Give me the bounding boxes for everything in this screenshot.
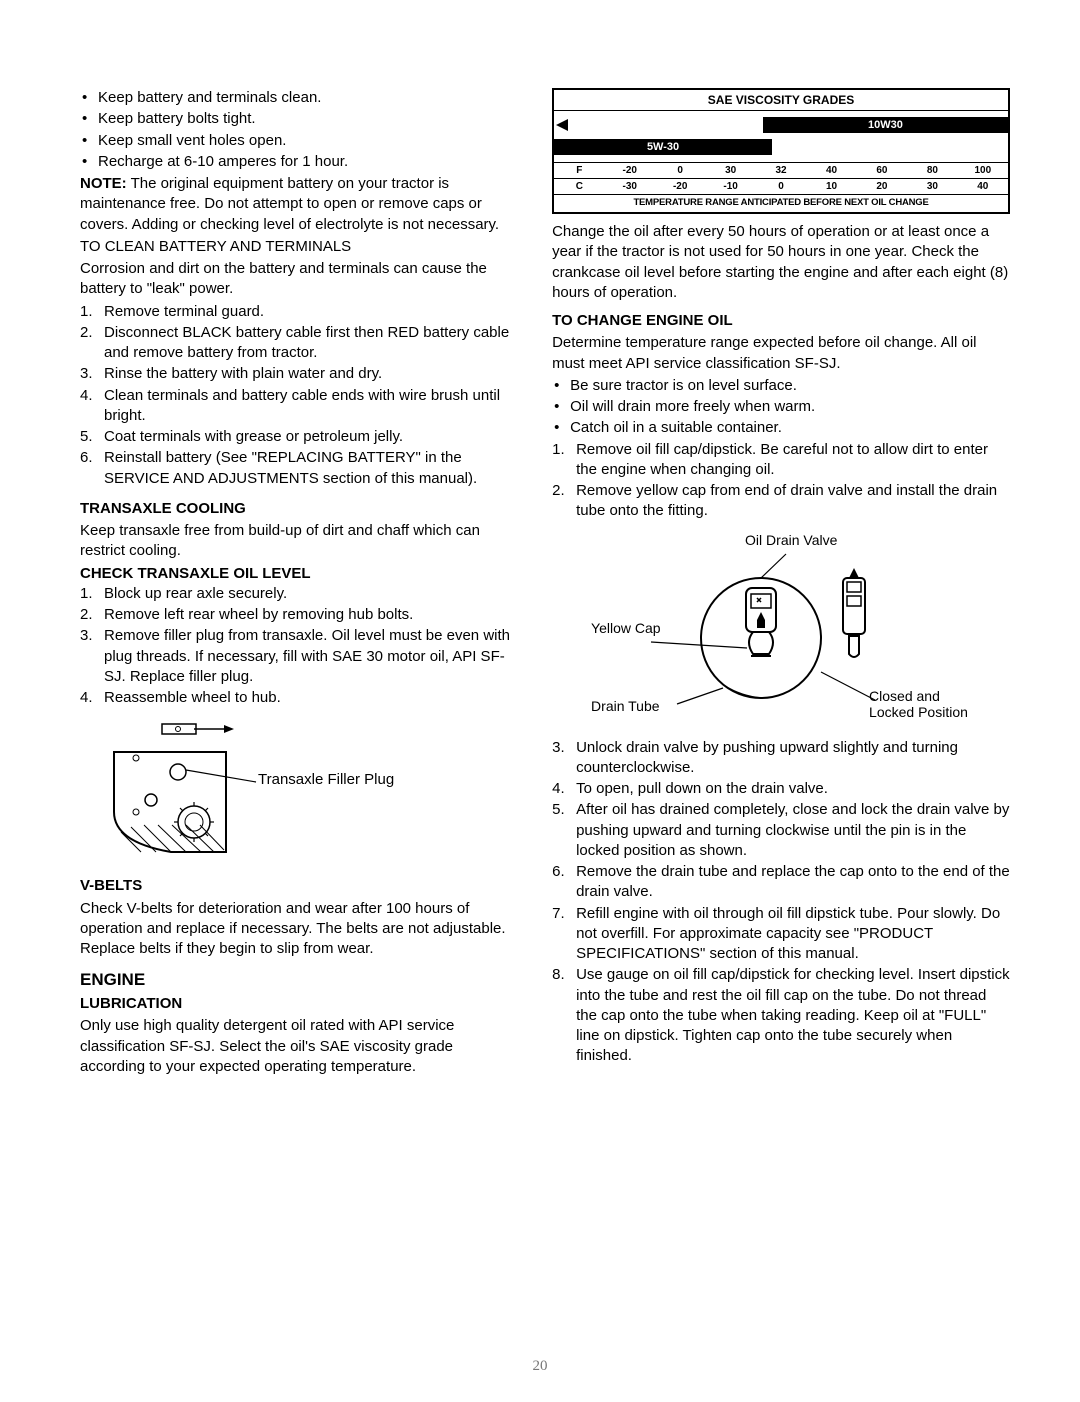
note-paragraph: NOTE: The original equipment battery on … [80, 174, 516, 235]
list-item: Remove yellow cap from end of drain valv… [552, 481, 1010, 522]
clean-battery-intro: Corrosion and dirt on the battery and te… [80, 259, 516, 300]
left-column: Keep battery and terminals clean. Keep b… [80, 88, 516, 1079]
note-label: NOTE: [80, 175, 127, 192]
check-transaxle-steps: Block up rear axle securely. Remove left… [80, 584, 516, 709]
fig-label-closed: Closed and Locked Position [869, 688, 971, 720]
list-item: To open, pull down on the drain valve. [552, 779, 1010, 799]
unit-f: F [554, 164, 604, 178]
list-item: Reassemble wheel to hub. [80, 688, 516, 708]
battery-tips-list: Keep battery and terminals clean. Keep b… [80, 88, 516, 172]
unit-c: C [554, 180, 604, 194]
transaxle-figure-label: Transaxle Filler Plug [258, 770, 394, 790]
list-item: Unlock drain valve by pushing upward sli… [552, 738, 1010, 779]
transaxle-cooling-text: Keep transaxle free from build-up of dir… [80, 521, 516, 562]
note-text: The original equipment battery on your t… [80, 175, 499, 233]
change-oil-bullets: Be sure tractor is on level surface. Oil… [552, 376, 1010, 439]
list-item: Remove oil fill cap/dipstick. Be careful… [552, 440, 1010, 481]
list-item: Keep battery bolts tight. [80, 109, 516, 129]
list-item: Oil will drain more freely when warm. [552, 397, 1010, 417]
tick: 80 [907, 164, 957, 178]
change-oil-steps-1: Remove oil fill cap/dipstick. Be careful… [552, 440, 1010, 522]
page-number: 20 [533, 1356, 548, 1376]
tick: 60 [857, 164, 907, 178]
list-item: Remove left rear wheel by removing hub b… [80, 605, 516, 625]
list-item: Remove filler plug from transaxle. Oil l… [80, 626, 516, 687]
list-item: Catch oil in a suitable container. [552, 418, 1010, 438]
list-item: Use gauge on oil fill cap/dipstick for c… [552, 965, 1010, 1066]
oil-drain-figure: Oil Drain Valve [591, 532, 971, 732]
tick: 40 [806, 164, 856, 178]
list-item: Keep battery and terminals clean. [80, 88, 516, 108]
list-item: Reinstall battery (See "REPLACING BATTER… [80, 448, 516, 489]
list-item: Remove terminal guard. [80, 302, 516, 322]
viscosity-chart-title: SAE VISCOSITY GRADES [554, 90, 1008, 110]
fig-label-title: Oil Drain Valve [745, 532, 837, 548]
tick: 0 [655, 164, 705, 178]
change-oil-intro: Determine temperature range expected bef… [552, 333, 1010, 374]
tick: -30 [605, 180, 655, 194]
list-item: After oil has drained completely, close … [552, 800, 1010, 861]
tick: 30 [907, 180, 957, 194]
tick: 30 [705, 164, 755, 178]
tick: -10 [705, 180, 755, 194]
list-item: Disconnect BLACK battery cable first the… [80, 323, 516, 364]
list-item: Be sure tractor is on level surface. [552, 376, 1010, 396]
fig-label-drain-tube: Drain Tube [591, 698, 659, 714]
bar-5w30: 5W-30 [554, 139, 772, 155]
clean-battery-steps: Remove terminal guard. Disconnect BLACK … [80, 302, 516, 489]
check-transaxle-heading: CHECK TRANSAXLE OIL LEVEL [80, 564, 516, 584]
change-oil-steps-2: Unlock drain valve by pushing upward sli… [552, 738, 1010, 1067]
viscosity-chart: SAE VISCOSITY GRADES 10W30 5W-30 F -20 0… [552, 88, 1010, 214]
bar-10w30: 10W30 [763, 117, 1008, 133]
tick: -20 [605, 164, 655, 178]
list-item: Rinse the battery with plain water and d… [80, 364, 516, 384]
transaxle-svg-icon [106, 722, 426, 862]
lubrication-text: Only use high quality detergent oil rate… [80, 1016, 516, 1077]
engine-heading: ENGINE [80, 969, 516, 992]
vbelts-text: Check V-belts for deterioration and wear… [80, 899, 516, 960]
tick: 10 [806, 180, 856, 194]
tick: 100 [958, 164, 1008, 178]
list-item: Keep small vent holes open. [80, 131, 516, 151]
tick: -20 [655, 180, 705, 194]
tick: 0 [756, 180, 806, 194]
viscosity-row-c: C -30 -20 -10 0 10 20 30 40 [554, 178, 1008, 194]
transaxle-figure: Transaxle Filler Plug [106, 722, 426, 862]
list-item: Block up rear axle securely. [80, 584, 516, 604]
tick: 40 [958, 180, 1008, 194]
list-item: Coat terminals with grease or petroleum … [80, 427, 516, 447]
tick: 20 [857, 180, 907, 194]
viscosity-chart-footer: TEMPERATURE RANGE ANTICIPATED BEFORE NEX… [554, 194, 1008, 212]
vbelts-heading: V-BELTS [80, 876, 516, 896]
right-column: SAE VISCOSITY GRADES 10W30 5W-30 F -20 0… [552, 88, 1010, 1079]
change-oil-heading: TO CHANGE ENGINE OIL [552, 311, 1010, 331]
list-item: Recharge at 6-10 amperes for 1 hour. [80, 152, 516, 172]
list-item: Refill engine with oil through oil fill … [552, 904, 1010, 965]
list-item: Clean terminals and battery cable ends w… [80, 386, 516, 427]
oil-change-interval: Change the oil after every 50 hours of o… [552, 222, 1010, 303]
transaxle-cooling-heading: TRANSAXLE COOLING [80, 499, 516, 519]
lubrication-heading: LUBRICATION [80, 994, 516, 1014]
tick: 32 [756, 164, 806, 178]
fig-label-yellow-cap: Yellow Cap [591, 620, 661, 636]
viscosity-bars: 10W30 5W-30 [554, 110, 1008, 162]
clean-battery-heading: TO CLEAN BATTERY AND TERMINALS [80, 237, 516, 257]
list-item: Remove the drain tube and replace the ca… [552, 862, 1010, 903]
viscosity-row-f: F -20 0 30 32 40 60 80 100 [554, 162, 1008, 178]
